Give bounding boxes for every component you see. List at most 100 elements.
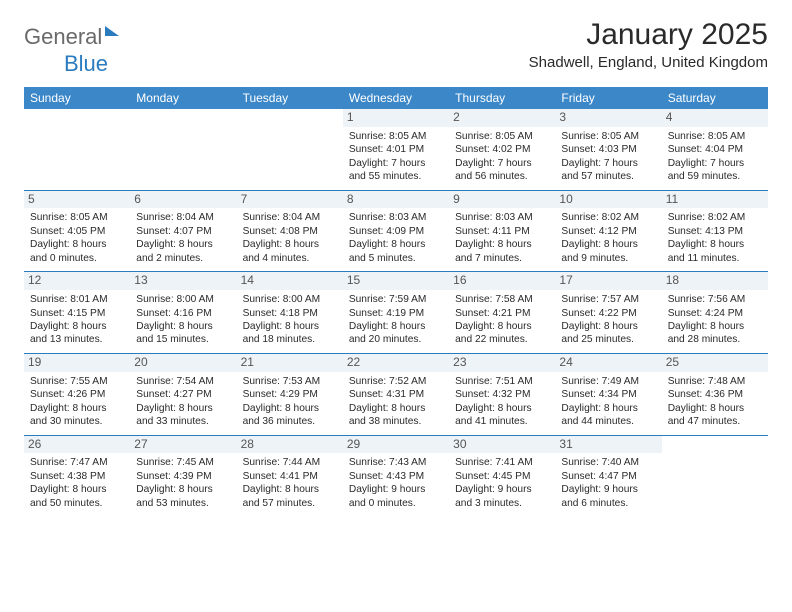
weekday-label: Sunday — [24, 87, 130, 109]
sunset-line: Sunset: 4:12 PM — [561, 225, 655, 238]
daylight-line: Daylight: 8 hours and 20 minutes. — [349, 320, 443, 347]
sunrise-line: Sunrise: 8:05 AM — [349, 130, 443, 143]
day-cell: 23Sunrise: 7:51 AMSunset: 4:32 PMDayligh… — [449, 354, 555, 435]
day-number: 29 — [343, 436, 449, 454]
sunset-line: Sunset: 4:47 PM — [561, 470, 655, 483]
sunset-line: Sunset: 4:24 PM — [668, 307, 762, 320]
daylight-line: Daylight: 8 hours and 13 minutes. — [30, 320, 124, 347]
day-number: 18 — [662, 272, 768, 290]
sunset-line: Sunset: 4:02 PM — [455, 143, 549, 156]
sunrise-line: Sunrise: 7:49 AM — [561, 375, 655, 388]
daylight-line: Daylight: 8 hours and 18 minutes. — [243, 320, 337, 347]
daylight-line: Daylight: 7 hours and 55 minutes. — [349, 157, 443, 184]
day-number: 31 — [555, 436, 661, 454]
day-cell: 16Sunrise: 7:58 AMSunset: 4:21 PMDayligh… — [449, 272, 555, 353]
sunrise-line: Sunrise: 8:05 AM — [455, 130, 549, 143]
daylight-line: Daylight: 8 hours and 25 minutes. — [561, 320, 655, 347]
sunset-line: Sunset: 4:09 PM — [349, 225, 443, 238]
sunrise-line: Sunrise: 8:01 AM — [30, 293, 124, 306]
day-number: 5 — [24, 191, 130, 209]
week-row: 1Sunrise: 8:05 AMSunset: 4:01 PMDaylight… — [24, 109, 768, 190]
sunrise-line: Sunrise: 7:45 AM — [136, 456, 230, 469]
sunset-line: Sunset: 4:27 PM — [136, 388, 230, 401]
day-cell — [130, 109, 236, 190]
sunrise-line: Sunrise: 7:41 AM — [455, 456, 549, 469]
day-number: 24 — [555, 354, 661, 372]
day-number: 13 — [130, 272, 236, 290]
daylight-line: Daylight: 8 hours and 44 minutes. — [561, 402, 655, 429]
day-number: 22 — [343, 354, 449, 372]
week-row: 26Sunrise: 7:47 AMSunset: 4:38 PMDayligh… — [24, 436, 768, 517]
daylight-line: Daylight: 8 hours and 0 minutes. — [30, 238, 124, 265]
sunrise-line: Sunrise: 8:02 AM — [668, 211, 762, 224]
day-cell: 8 Sunrise: 8:03 AMSunset: 4:09 PMDaylight… — [343, 191, 449, 272]
day-number: 21 — [237, 354, 343, 372]
day-cell: 14Sunrise: 8:00 AMSunset: 4:18 PMDayligh… — [237, 272, 343, 353]
logo-text-blue: Blue — [64, 51, 108, 76]
day-number: 28 — [237, 436, 343, 454]
day-number: 6 — [130, 191, 236, 209]
sunset-line: Sunset: 4:01 PM — [349, 143, 443, 156]
daylight-line: Daylight: 8 hours and 5 minutes. — [349, 238, 443, 265]
daylight-line: Daylight: 8 hours and 22 minutes. — [455, 320, 549, 347]
weekday-label: Monday — [130, 87, 236, 109]
sunrise-line: Sunrise: 7:40 AM — [561, 456, 655, 469]
day-cell: 27 Sunrise: 7:45 AMSunset: 4:39 PMDayligh… — [130, 436, 236, 517]
day-cell: 26Sunrise: 7:47 AMSunset: 4:38 PMDayligh… — [24, 436, 130, 517]
daylight-line: Daylight: 8 hours and 2 minutes. — [136, 238, 230, 265]
day-number: 8 — [343, 191, 449, 209]
sunset-line: Sunset: 4:08 PM — [243, 225, 337, 238]
day-cell: 11Sunrise: 8:02 AMSunset: 4:13 PMDayligh… — [662, 191, 768, 272]
daylight-line: Daylight: 8 hours and 53 minutes. — [136, 483, 230, 510]
day-cell: 31Sunrise: 7:40 AMSunset: 4:47 PMDayligh… — [555, 436, 661, 517]
day-number: 9 — [449, 191, 555, 209]
daylight-line: Daylight: 8 hours and 15 minutes. — [136, 320, 230, 347]
sunset-line: Sunset: 4:36 PM — [668, 388, 762, 401]
day-number: 4 — [662, 109, 768, 127]
weekday-label: Wednesday — [343, 87, 449, 109]
day-cell: 29Sunrise: 7:43 AMSunset: 4:43 PMDayligh… — [343, 436, 449, 517]
daylight-line: Daylight: 8 hours and 38 minutes. — [349, 402, 443, 429]
sunset-line: Sunset: 4:15 PM — [30, 307, 124, 320]
day-cell: 21Sunrise: 7:53 AMSunset: 4:29 PMDayligh… — [237, 354, 343, 435]
day-cell: 18 Sunrise: 7:56 AMSunset: 4:24 PMDayligh… — [662, 272, 768, 353]
daylight-line: Daylight: 8 hours and 28 minutes. — [668, 320, 762, 347]
weekday-label: Thursday — [449, 87, 555, 109]
weekday-label: Saturday — [662, 87, 768, 109]
day-number: 30 — [449, 436, 555, 454]
day-number: 1 — [343, 109, 449, 127]
sunset-line: Sunset: 4:38 PM — [30, 470, 124, 483]
daylight-line: Daylight: 8 hours and 4 minutes. — [243, 238, 337, 265]
daylight-line: Daylight: 8 hours and 36 minutes. — [243, 402, 337, 429]
sunset-line: Sunset: 4:18 PM — [243, 307, 337, 320]
day-number: 26 — [24, 436, 130, 454]
sunset-line: Sunset: 4:39 PM — [136, 470, 230, 483]
day-cell: 7Sunrise: 8:04 AMSunset: 4:08 PMDaylight… — [237, 191, 343, 272]
day-cell — [237, 109, 343, 190]
daylight-line: Daylight: 8 hours and 57 minutes. — [243, 483, 337, 510]
daylight-line: Daylight: 8 hours and 11 minutes. — [668, 238, 762, 265]
day-cell: 6Sunrise: 8:04 AMSunset: 4:07 PMDaylight… — [130, 191, 236, 272]
sunset-line: Sunset: 4:31 PM — [349, 388, 443, 401]
daylight-line: Daylight: 8 hours and 33 minutes. — [136, 402, 230, 429]
daylight-line: Daylight: 8 hours and 30 minutes. — [30, 402, 124, 429]
day-number: 25 — [662, 354, 768, 372]
day-number: 7 — [237, 191, 343, 209]
sunrise-line: Sunrise: 8:03 AM — [349, 211, 443, 224]
sunrise-line: Sunrise: 7:54 AM — [136, 375, 230, 388]
sunrise-line: Sunrise: 7:59 AM — [349, 293, 443, 306]
sunset-line: Sunset: 4:34 PM — [561, 388, 655, 401]
day-cell: 2Sunrise: 8:05 AMSunset: 4:02 PMDaylight… — [449, 109, 555, 190]
day-cell — [24, 109, 130, 190]
day-number: 14 — [237, 272, 343, 290]
day-cell: 30Sunrise: 7:41 AMSunset: 4:45 PMDayligh… — [449, 436, 555, 517]
logo-triangle-icon — [105, 26, 119, 36]
day-number: 27 — [130, 436, 236, 454]
weekday-label: Tuesday — [237, 87, 343, 109]
day-number: 19 — [24, 354, 130, 372]
day-number: 11 — [662, 191, 768, 209]
sunset-line: Sunset: 4:26 PM — [30, 388, 124, 401]
day-number: 16 — [449, 272, 555, 290]
sunrise-line: Sunrise: 7:56 AM — [668, 293, 762, 306]
daylight-line: Daylight: 9 hours and 3 minutes. — [455, 483, 549, 510]
